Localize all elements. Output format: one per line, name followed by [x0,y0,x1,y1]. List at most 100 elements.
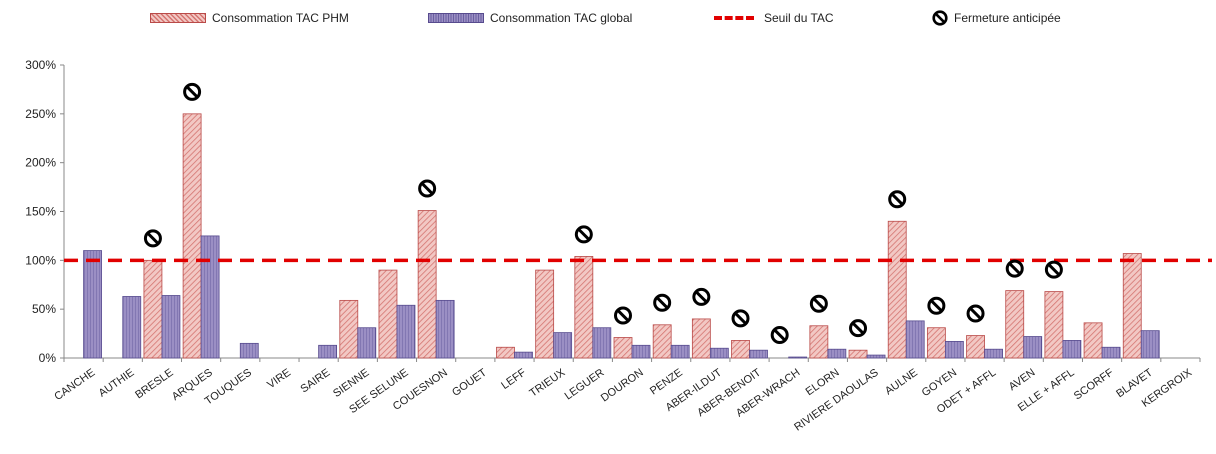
closure-marker [653,293,672,312]
bar-global-riviere-daoulas [866,354,886,359]
legend-item-phm: Consommation TAC PHM [150,8,349,28]
x-tick-label: BRESLE [133,367,175,402]
bar-phm-elle-affl [1044,291,1064,359]
bar-global-aber-benoit [749,349,768,359]
x-tick-label: VIRE [265,367,293,392]
bar-global-touques [239,342,259,359]
bar-global-elorn [827,348,847,359]
bar-phm-aven [1005,290,1025,359]
bar-phm-sienne [339,299,359,359]
bar-phm-goyen [926,327,946,359]
y-tick-label: 300% [25,58,56,72]
bar-global-authie [122,296,142,359]
bar-global-leff [514,351,533,359]
legend-item-global: Consommation TAC global [428,8,632,28]
bar-phm-aber-ildut [691,318,711,359]
closure-marker [809,294,828,313]
closure-marker [143,229,162,248]
bar-phm-trieux [535,269,555,359]
closure-marker [927,296,946,315]
y-tick-label: 250% [25,107,56,121]
bar-phm-bresle [143,259,163,359]
closure-marker [692,287,711,306]
legend-label-closure: Fermeture anticipée [954,11,1061,25]
legend-label-threshold: Seuil du TAC [764,11,834,25]
x-tick-label: AULNE [883,367,920,398]
bar-phm-scorff [1083,322,1103,359]
bar-phm-aulne [887,220,907,359]
y-tick-label: 100% [25,253,56,267]
bar-phm-aber-benoit [731,340,750,359]
x-tick-label: TRIEUX [527,366,567,399]
closure-marker [1005,259,1024,278]
closure-marker [770,326,789,345]
closure-marker [614,306,632,325]
x-tick-label: AUTHIE [97,367,137,400]
bar-global-sienne [357,327,377,359]
legend-swatch-phm [150,13,206,23]
bar-global-goyen [944,340,964,359]
legend-item-threshold: Seuil du TAC [714,8,834,28]
bar-global-saire [318,344,338,359]
bar-phm-couesnon [417,210,437,359]
bar-global-penze [670,344,690,359]
bar-phm-penze [652,324,672,359]
x-tick-label: SAIRE [298,367,332,396]
bar-global-arques [200,235,220,359]
closure-marker [1044,260,1063,279]
legend-label-global: Consommation TAC global [490,11,633,25]
bar-global-see-selune [396,304,416,359]
y-tick-label: 200% [25,156,56,170]
closure-markers [143,82,1063,345]
bar-global-leguer [592,327,612,359]
legend-item-closure: Fermeture anticipée [932,8,1061,28]
bar-global-aber-ildut [709,347,729,359]
bars [83,113,1160,359]
bar-global-bresle [161,295,181,359]
legend-swatch-global [428,13,484,23]
x-tick-label: DOURON [599,367,646,405]
bar-global-aulne [905,320,925,359]
x-tick-label: SCORFF [1072,366,1116,402]
bar-phm-leguer [574,256,594,359]
closure-marker [731,309,750,328]
bar-phm-elorn [809,325,829,359]
bar-phm-riviere-daoulas [848,349,868,359]
closure-marker [966,304,985,323]
bar-global-scorff [1101,346,1121,359]
bar-global-douron [631,344,651,359]
y-tick-label: 0% [39,351,57,365]
legend-swatch-threshold [714,16,754,20]
bar-global-elle-affl [1062,340,1082,359]
bar-global-canche [83,250,102,359]
bar-phm-see-selune [378,269,398,359]
legend-label-phm: Consommation TAC PHM [212,11,349,25]
y-tick-label: 50% [32,302,56,316]
x-tick-label: GOUET [450,366,489,398]
bar-global-aven [1023,336,1043,359]
closure-marker [888,190,907,209]
bar-phm-arques [182,113,202,359]
closure-marker [418,179,437,198]
bar-global-couesnon [435,299,455,359]
x-tick-label: CANCHE [52,367,97,403]
forbidden-icon [932,10,948,26]
bar-phm-douron [613,337,633,359]
y-tick-label: 150% [25,205,56,219]
closure-marker [849,319,868,338]
bar-global-trieux [553,332,573,359]
bar-phm-leff [496,346,515,359]
bar-global-odet-affl [984,348,1003,359]
bar-global-aber-wrach [788,356,808,359]
bar-phm-odet-affl [966,335,985,359]
bar-phm-blavet [1122,253,1142,359]
closure-marker [183,82,202,101]
x-tick-label: LEFF [499,366,528,391]
x-tick-label: AVEN [1007,367,1038,394]
bar-global-blavet [1140,330,1160,359]
legend: Consommation TAC PHM Consommation TAC gl… [0,6,1216,30]
closure-marker [574,225,593,244]
